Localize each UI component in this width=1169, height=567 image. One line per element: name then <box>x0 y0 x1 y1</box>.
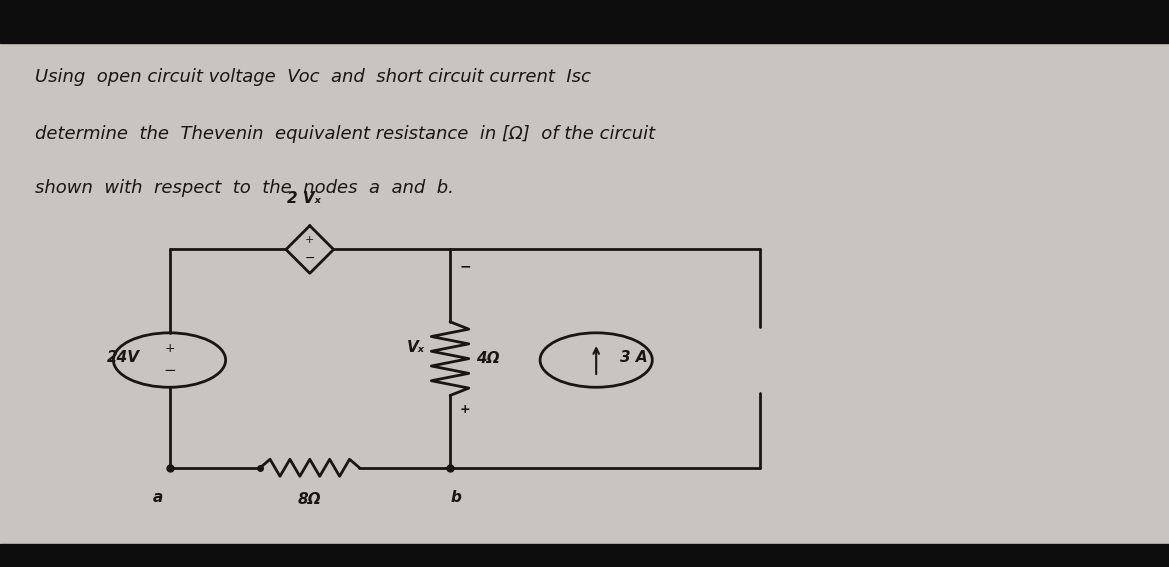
Text: −: − <box>459 260 471 273</box>
Text: +: + <box>305 235 314 246</box>
Text: Vₓ: Vₓ <box>407 340 424 355</box>
Text: +: + <box>164 342 175 355</box>
Text: 2 Vₓ: 2 Vₓ <box>288 191 320 206</box>
Text: 8Ω: 8Ω <box>298 492 321 506</box>
Text: Using  open circuit voltage  Voc  and  short circuit current  Isc: Using open circuit voltage Voc and short… <box>35 68 592 86</box>
Text: −: − <box>164 363 175 378</box>
Text: b: b <box>450 490 462 505</box>
Text: 24V: 24V <box>108 350 140 365</box>
Text: shown  with  respect  to  the  nodes  a  and  b.: shown with respect to the nodes a and b. <box>35 179 454 197</box>
Text: determine  the  Thevenin  equivalent resistance  in [Ω]  of the circuit: determine the Thevenin equivalent resist… <box>35 125 655 143</box>
Text: a: a <box>153 490 162 505</box>
Text: 3 A: 3 A <box>620 350 648 365</box>
Text: •Dependent Source and Thevenin Resistance: •Dependent Source and Thevenin Resistanc… <box>35 23 567 43</box>
Text: +: + <box>459 403 471 416</box>
Text: 4Ω: 4Ω <box>476 351 499 366</box>
Text: −: − <box>305 252 314 265</box>
